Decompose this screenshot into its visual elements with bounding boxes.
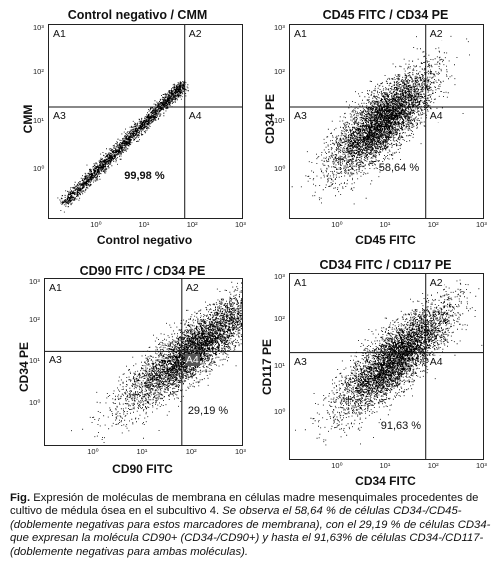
- quadrant-label-a3: A3: [48, 354, 63, 367]
- x-tick-label: 10¹: [379, 220, 391, 229]
- x-tick-label: 10²: [427, 220, 439, 229]
- scatter-svg: [49, 25, 242, 218]
- x-tick-label: 10²: [185, 447, 197, 456]
- quadrant-label-a1: A1: [52, 28, 67, 40]
- x-tick-label: 10³: [476, 461, 487, 470]
- scatter-svg: [290, 25, 483, 218]
- quadrant-percentage: 91,63 %: [380, 420, 422, 433]
- data-points: [291, 32, 470, 205]
- x-tick-label: 10⁰: [331, 461, 343, 470]
- y-axis-label: CD117 PE: [260, 338, 274, 396]
- event-dots: [71, 281, 242, 443]
- y-tick-label: 10¹: [274, 360, 285, 370]
- panel-title: CD45 FITC / CD34 PE: [322, 8, 449, 22]
- panel-title: Control negativo / CMM: [67, 8, 208, 22]
- quadrant-percentage: 99,98 %: [124, 169, 165, 182]
- y-tick-label: 10⁰: [29, 397, 41, 407]
- x-axis-label: CD45 FITC: [355, 233, 416, 247]
- x-tick-label: 10⁰: [87, 447, 99, 456]
- scatter-svg: [45, 279, 242, 445]
- y-tick-label: 10²: [33, 67, 44, 77]
- y-tick-label: 10¹: [33, 115, 44, 125]
- x-tick-label: 10³: [235, 220, 246, 229]
- x-tick-label: 10⁰: [90, 220, 102, 229]
- quadrant-label-a1: A1: [48, 282, 63, 294]
- event-dots: [295, 279, 483, 446]
- x-tick-label: 10³: [235, 447, 246, 456]
- panel-title: CD90 FITC / CD34 PE: [79, 264, 206, 278]
- y-tick-label: 10²: [29, 314, 40, 324]
- scatter-plot: A1 A2 A3 A4 58,64 %: [289, 24, 484, 219]
- y-tick-label: 10¹: [29, 356, 40, 365]
- y-axis-label: CD34 PE: [17, 341, 31, 393]
- quadrant-label-a2: A2: [187, 28, 203, 40]
- quadrant-label-a2: A2: [184, 282, 200, 294]
- quadrant-label-a3: A3: [52, 109, 67, 122]
- quadrant-label-a2: A2: [428, 277, 444, 289]
- data-points: [57, 80, 189, 213]
- y-tick-label: 10²: [274, 314, 285, 324]
- figure-caption: Fig. Expresión de moléculas de membrana …: [10, 492, 492, 559]
- quadrant-label-a3: A3: [293, 355, 308, 368]
- y-tick-label: 10³: [274, 272, 285, 281]
- quadrant-label-a1: A1: [293, 277, 308, 289]
- y-tick-label: 10³: [33, 23, 44, 32]
- y-tick-label: 10²: [274, 67, 285, 77]
- x-tick-label: 10¹: [379, 461, 391, 470]
- y-tick-label: 10¹: [274, 115, 285, 125]
- caption-text: Expresión de moléculas de membrana en cé…: [10, 492, 479, 518]
- y-tick-label: 10⁰: [274, 406, 286, 416]
- y-tick-label: 10³: [274, 23, 285, 32]
- event-dots: [57, 80, 189, 213]
- scatter-plot: A1 A2 A3 A4 29,19 %: [44, 278, 243, 446]
- x-axis-label: CD90 FITC: [112, 462, 173, 476]
- caption-italic-text: Se observa el 58,64 % de células CD34-/C…: [10, 505, 491, 558]
- quadrant-percentage: 58,64 %: [378, 162, 420, 175]
- data-points: [295, 279, 483, 446]
- x-tick-label: 10⁰: [331, 220, 343, 229]
- y-tick-label: 10³: [29, 277, 40, 286]
- x-tick-label: 10³: [476, 220, 487, 229]
- quadrant-label-a4: A4: [184, 354, 200, 367]
- scatter-plot: A1 A2 A3 A4 99,98 %: [48, 24, 243, 219]
- panel-title: CD34 FITC / CD117 PE: [319, 258, 452, 272]
- x-tick-label: 10²: [186, 220, 198, 229]
- x-axis-label: CD34 FITC: [355, 474, 416, 488]
- x-axis-label: Control negativo: [96, 233, 193, 247]
- quadrant-label-a1: A1: [293, 28, 308, 40]
- scatter-plot: A1 A2 A3 A4 91,63 %: [289, 273, 484, 460]
- scatter-svg: [290, 274, 483, 459]
- x-tick-label: 10¹: [136, 447, 148, 456]
- caption-prefix: Fig.: [10, 492, 31, 504]
- x-tick-label: 10²: [427, 461, 439, 470]
- x-tick-label: 10¹: [138, 220, 150, 229]
- quadrant-label-a4: A4: [428, 355, 444, 368]
- data-points: [71, 281, 242, 443]
- quadrant-label-a2: A2: [428, 28, 444, 40]
- y-tick-label: 10⁰: [33, 163, 45, 173]
- quadrant-percentage: 29,19 %: [187, 405, 229, 418]
- event-dots: [291, 32, 470, 205]
- quadrant-label-a3: A3: [293, 109, 308, 122]
- quadrant-label-a4: A4: [428, 109, 444, 122]
- quadrant-label-a4: A4: [187, 109, 203, 122]
- y-tick-label: 10⁰: [274, 163, 286, 173]
